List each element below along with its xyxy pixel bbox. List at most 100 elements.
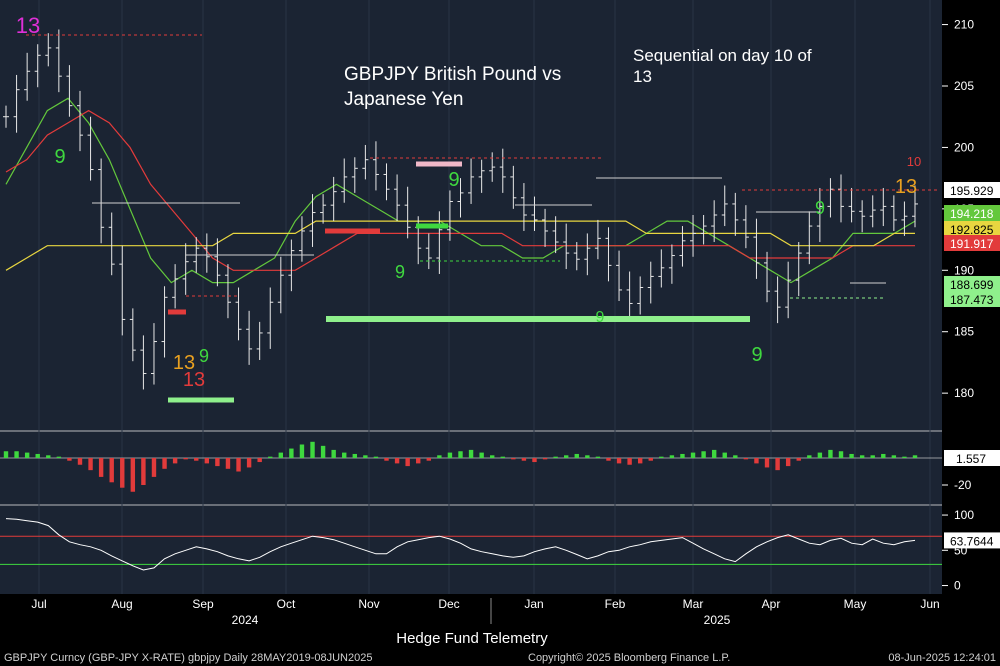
histogram-bar (405, 458, 410, 467)
x-tick-label: Feb (605, 597, 626, 611)
price-bar (499, 148, 506, 193)
price-bar (616, 250, 623, 301)
price-bar (119, 245, 126, 336)
histogram-bar (447, 452, 453, 458)
price-bar (341, 158, 348, 203)
price-bar (489, 152, 496, 182)
histogram-bar (194, 458, 199, 461)
price-bar (140, 335, 147, 390)
histogram-bar (902, 456, 907, 458)
histogram-bar (98, 458, 104, 477)
histogram-bar (299, 444, 305, 458)
histogram-bar (394, 458, 400, 464)
price-bar (214, 238, 221, 287)
price-bar (298, 216, 305, 262)
histogram-bar (891, 455, 897, 458)
rsi-value-label: 63.7644 (944, 532, 1000, 549)
rsi-panel (0, 506, 942, 594)
price-bar (203, 233, 210, 273)
histogram-bar (659, 456, 664, 458)
histogram-bar (416, 458, 421, 464)
price-bar (13, 74, 20, 133)
histogram-bar (88, 458, 93, 471)
histogram-bar (204, 458, 210, 464)
sequential-count-label: 9 (54, 146, 65, 168)
histogram-bar (24, 452, 30, 458)
svg-text:192.825: 192.825 (950, 223, 994, 237)
x-tick-label: Sep (192, 597, 214, 611)
histogram-bar (35, 453, 40, 458)
price-bar (573, 242, 580, 271)
price-bar (150, 323, 157, 385)
price-bar (288, 239, 295, 292)
price-bar (785, 261, 792, 319)
x-tick-label: Nov (358, 597, 379, 611)
histogram-bar (595, 456, 601, 458)
y-tick-label: 0 (954, 579, 961, 593)
histogram-bar (828, 449, 833, 458)
histogram-bar (183, 458, 188, 460)
grid-layer (38, 0, 931, 594)
indicator-markers (26, 34, 938, 403)
histogram-bar (838, 451, 844, 458)
histogram-bar (669, 455, 675, 458)
sequential-count-label: 13 (173, 352, 195, 374)
price-bar (383, 163, 390, 201)
price-label: 192.825 (944, 221, 1000, 237)
x-tick-label: Jun (920, 597, 939, 611)
price-bar (700, 215, 707, 245)
x-year-label: 2024 (232, 613, 259, 627)
price-bar (224, 264, 231, 319)
price-bar (76, 90, 83, 152)
price-bar (129, 308, 136, 362)
price-bar (24, 52, 31, 101)
svg-text:188.699: 188.699 (950, 278, 994, 292)
price-bar (774, 276, 781, 324)
oscillator-value-label: 1.557 (944, 450, 1000, 466)
histogram-bar (785, 458, 791, 467)
price-bar (753, 218, 760, 279)
histogram-bar (563, 455, 569, 458)
sequential-count-label: 13 (16, 13, 40, 38)
price-bar (690, 215, 697, 257)
price-bar (605, 227, 612, 282)
sequential-count-label: 9 (199, 346, 209, 366)
chart-title-line2: Japanese Yen (344, 89, 463, 110)
price-bar (626, 271, 633, 320)
price-label: 187.473 (944, 291, 1000, 307)
histogram-bar (616, 458, 622, 464)
histogram-bar (881, 453, 886, 458)
price-bar (425, 233, 432, 270)
rsi-line (5, 518, 916, 571)
histogram-bar (120, 458, 125, 488)
histogram-bar (722, 452, 727, 458)
svg-text:191.917: 191.917 (950, 237, 994, 251)
price-bar (816, 187, 823, 243)
y-tick-label: 190 (954, 263, 974, 277)
price-bar (320, 194, 327, 224)
histogram-bar (373, 456, 379, 458)
chart-title-line1: GBPJPY British Pound vs (344, 64, 561, 85)
y-tick-label: 100 (954, 508, 974, 522)
histogram-bar (278, 452, 284, 458)
rsi-line (0, 518, 942, 571)
histogram-bar (690, 452, 696, 458)
histogram-bar (817, 452, 823, 458)
sequential-count-label: 9 (751, 344, 762, 366)
price-bar (912, 185, 918, 228)
histogram-bar (56, 456, 62, 458)
histogram-bar (352, 453, 358, 458)
price-bar (806, 211, 813, 265)
price-bar (309, 194, 316, 247)
histogram-bar (701, 451, 706, 458)
price-bar (890, 195, 897, 231)
price-label: 195.929 (944, 182, 1000, 198)
histogram-bar (743, 458, 749, 460)
histogram-bar (754, 458, 759, 464)
histogram-bar (289, 448, 294, 458)
histogram-bar (384, 458, 389, 461)
price-bar (256, 321, 263, 360)
footer-band (0, 594, 1000, 666)
histogram-bar (849, 453, 854, 458)
